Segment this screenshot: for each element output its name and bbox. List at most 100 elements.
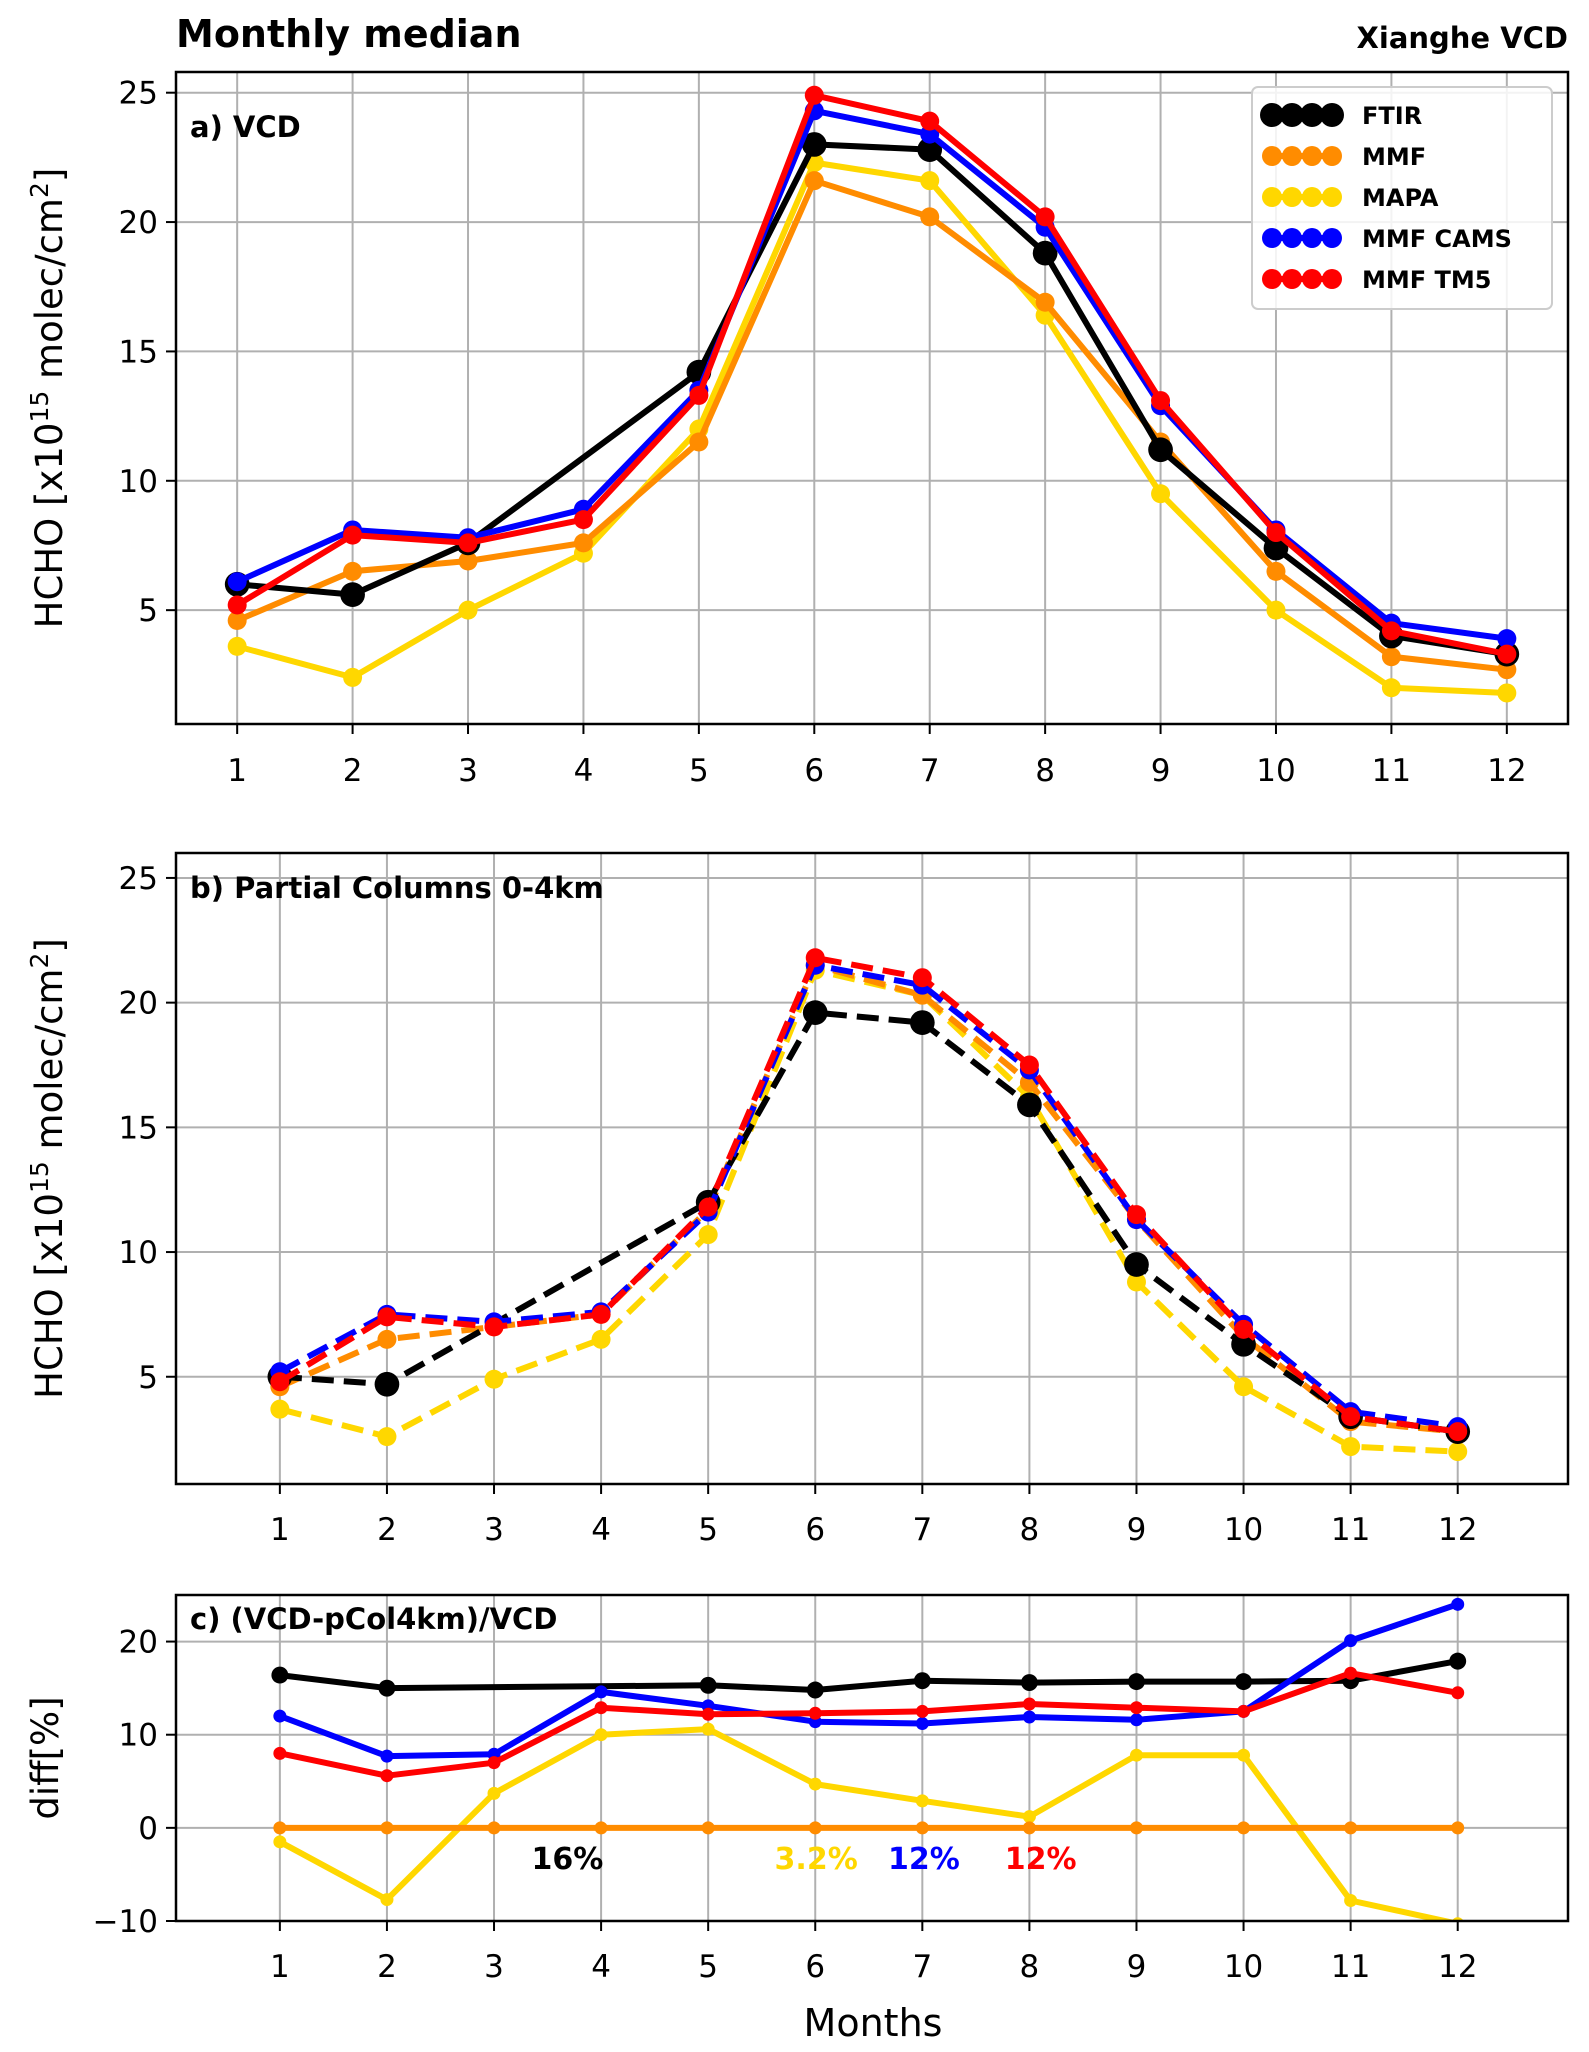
axes-frame: [174, 851, 1570, 1486]
legend-marker: [1322, 187, 1342, 207]
legend-entry-mmf-tm5: MMF TM5: [1262, 266, 1491, 294]
data-point: [1263, 535, 1289, 561]
legend-marker: [1322, 269, 1342, 289]
y-tick-label: 20: [119, 1625, 158, 1661]
data-point: [1126, 1272, 1146, 1292]
legend-marker: [1262, 146, 1282, 166]
panel-label: c) (VCD-pCol4km)/VCD: [190, 1602, 557, 1636]
y-tick-label: 10: [119, 464, 158, 500]
y-tick-label: 15: [119, 1110, 158, 1146]
legend-entry-mmf-cams: MMF CAMS: [1262, 225, 1512, 253]
data-point: [458, 600, 478, 620]
data-point: [380, 1821, 394, 1835]
data-point: [1381, 678, 1401, 698]
legend-marker: [1262, 187, 1282, 207]
legend-entry-ftir: FTIR: [1260, 102, 1422, 130]
series-mmf: [273, 1821, 1465, 1835]
data-point: [1497, 629, 1517, 649]
data-point: [1020, 1674, 1038, 1692]
data-point: [458, 533, 478, 553]
site-label: Xianghe VCD: [1357, 21, 1568, 55]
series-mmf-tm5: [227, 85, 1517, 664]
x-tick-label: 11: [1372, 753, 1411, 789]
x-tick-label: 4: [574, 753, 594, 789]
data-point: [698, 1225, 718, 1245]
x-tick-label: 12: [1487, 753, 1526, 789]
series-line-mmf-tm5: [235, 92, 1508, 658]
data-point: [573, 510, 593, 530]
data-point: [1151, 391, 1171, 411]
data-point: [1381, 647, 1401, 667]
data-point: [1451, 1597, 1465, 1611]
x-tick-label: 8: [1035, 753, 1055, 789]
data-point: [1381, 621, 1401, 641]
x-axis: 1 2 3 4 5 6 7 8 9 10 11 12: [227, 724, 1527, 789]
x-tick-label: 8: [1020, 1512, 1040, 1548]
x-tick-label: 9: [1151, 753, 1171, 789]
x-tick-label: 12: [1438, 1512, 1477, 1548]
series-mapa: [270, 960, 1468, 1462]
data-point: [1129, 1748, 1143, 1762]
legend-marker: [1282, 146, 1302, 166]
legend-box: [1251, 86, 1553, 310]
data-point: [227, 611, 247, 631]
data-point: [1129, 1713, 1143, 1727]
legend-label: MMF: [1362, 143, 1426, 171]
data-point: [380, 1769, 394, 1783]
data-point: [808, 1821, 822, 1835]
y-tick-label: 20: [119, 986, 158, 1022]
data-point: [801, 132, 827, 157]
data-point: [1344, 1821, 1358, 1835]
x-tick-label: 5: [689, 753, 709, 789]
series-mmf-tm5: [273, 1666, 1465, 1783]
data-point: [1237, 1821, 1251, 1835]
data-point: [1266, 523, 1286, 543]
x-tick-label: 9: [1127, 1949, 1147, 1985]
axes-frame: [174, 70, 1570, 726]
data-point: [377, 1427, 397, 1447]
annotations: 16% 3.2% 12% 12%: [531, 1842, 1076, 1877]
data-point: [1234, 1319, 1254, 1339]
series-mmf-cams: [270, 955, 1468, 1437]
data-point: [804, 85, 824, 105]
data-point: [915, 1704, 929, 1718]
data-point: [1019, 1055, 1039, 1075]
series-line-mapa: [278, 1726, 1459, 1921]
data-point: [591, 1304, 611, 1324]
x-tick-label: 4: [591, 1949, 611, 1985]
data-point: [270, 1399, 290, 1419]
x-tick-label: 3: [458, 753, 478, 789]
data-point: [920, 171, 940, 191]
x-axis: 1 2 3 4 5 6 7 8 9 10 11 12: [270, 1484, 1477, 1548]
data-point: [340, 582, 365, 607]
series-mmf-tm5: [270, 948, 1468, 1442]
y-tick-label: −10: [93, 1904, 158, 1940]
data-point: [1148, 437, 1173, 463]
data-point: [909, 1010, 935, 1035]
data-point: [458, 551, 478, 571]
data-point: [1266, 600, 1286, 620]
data-point: [594, 1821, 608, 1835]
data-point: [1341, 1437, 1361, 1457]
legend-marker: [1302, 146, 1322, 166]
annotation-mmf-tm5: 12%: [1005, 1842, 1077, 1877]
axes-frame: [174, 1593, 1570, 1923]
data-point: [343, 561, 363, 581]
x-axis: 1 2 3 4 5 6 7 8 9 10 11 12: [270, 1921, 1477, 1985]
data-point: [1128, 1673, 1145, 1691]
data-point: [1022, 1710, 1036, 1724]
data-point: [227, 572, 247, 592]
data-point: [1035, 292, 1055, 312]
series-line-mmf-tm5: [279, 1670, 1459, 1779]
data-point: [698, 1197, 718, 1217]
legend-marker: [1282, 187, 1302, 207]
legend-marker: [1302, 228, 1322, 248]
series-line-mmf-tm5: [278, 954, 1459, 1435]
x-tick-label: 7: [912, 1949, 932, 1985]
data-point: [920, 111, 940, 131]
figure-title: Monthly median: [176, 12, 522, 56]
panel-label: a) VCD: [190, 110, 301, 144]
legend-marker: [1320, 103, 1344, 127]
